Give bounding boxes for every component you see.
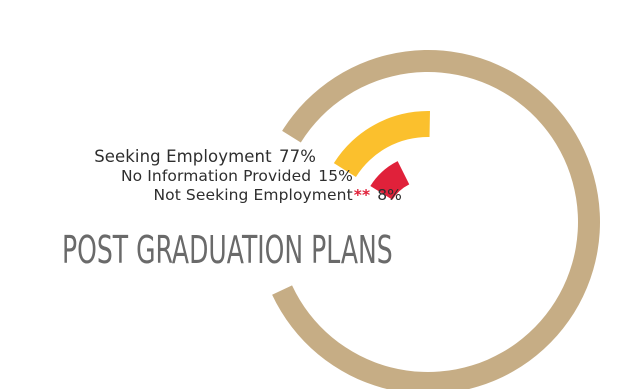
- legend-value-seeking: 77%: [279, 147, 316, 166]
- arc-seeking-employment: [272, 49, 601, 389]
- footnote-mark: **: [353, 186, 371, 204]
- legend-label-seeking: Seeking Employment: [94, 147, 272, 166]
- legend-value-no-info: 15%: [318, 167, 353, 185]
- arc-group: [272, 49, 601, 389]
- legend-entry-not-seeking: Not Seeking Employment** 8%: [153, 186, 402, 204]
- legend-label-not-seeking: Not Seeking Employment: [153, 186, 353, 204]
- arc-no-information: [333, 111, 430, 177]
- legend-entry-no-info: No Information Provided 15%: [121, 167, 353, 185]
- legend-label-no-info: No Information Provided: [120, 167, 312, 185]
- arc-not-seeking-employment: [370, 161, 410, 200]
- chart-title: POST GRADUATION PLANS: [62, 228, 393, 272]
- legend-value-not-seeking: 8%: [377, 186, 402, 204]
- legend-entry-seeking: Seeking Employment 77%: [94, 147, 316, 166]
